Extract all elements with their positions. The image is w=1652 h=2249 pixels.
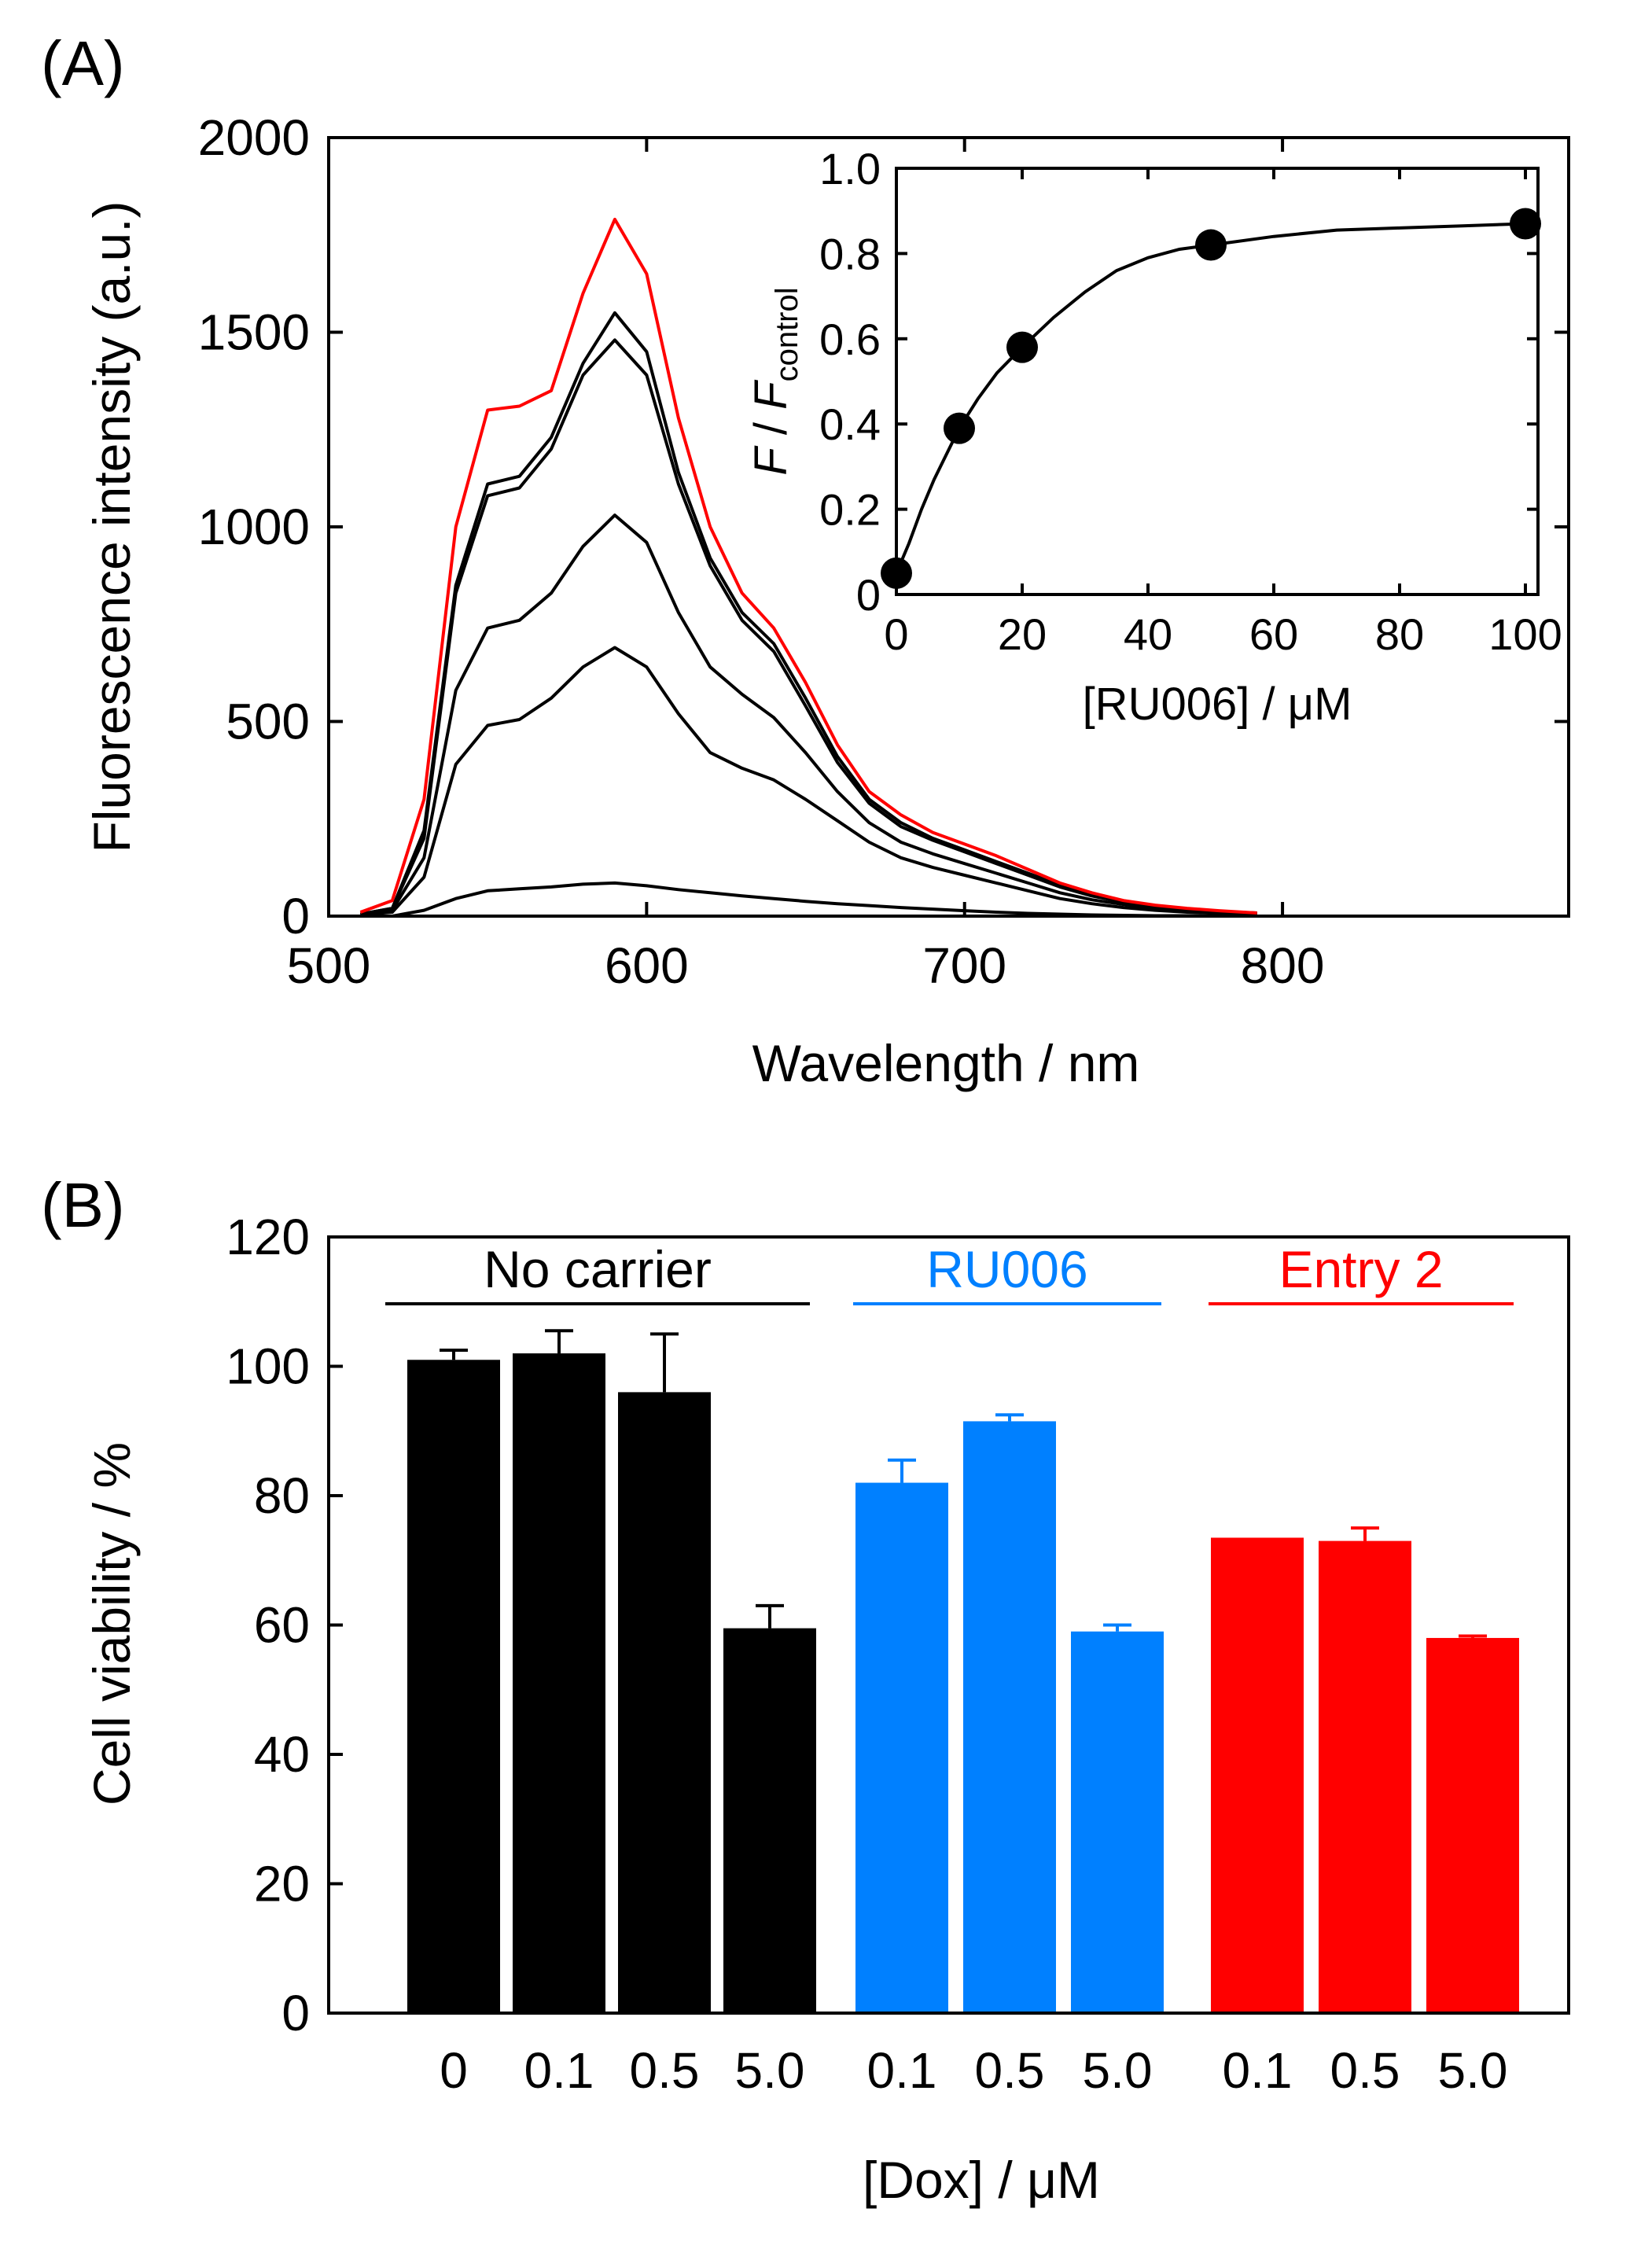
y-tick-label: 0 <box>281 888 310 944</box>
inset-x-axis-label: [RU006] / μM <box>1083 679 1352 730</box>
inset-data-point <box>881 557 912 589</box>
y-tick-label: 2000 <box>198 109 310 166</box>
inset-y-tick-label: 0.4 <box>819 399 881 449</box>
inset-y-tick-label: 0.6 <box>819 315 881 364</box>
inset-y-tick-label: 1.0 <box>819 144 881 193</box>
spectrum-control <box>359 217 1257 915</box>
spectrum-trace-5 <box>360 646 1257 917</box>
inset-y-tick-label: 0.8 <box>819 229 881 278</box>
x-tick-label: 800 <box>1241 937 1325 994</box>
bar <box>1319 1540 1411 2013</box>
bar <box>723 1628 816 2013</box>
inset-axes: 0 20 40 60 80 100 0 0.2 0.4 0.6 0.8 1.0 <box>819 144 1562 659</box>
y-tick-label: 100 <box>226 1338 310 1395</box>
group-label: No carrier <box>484 1240 712 1298</box>
y-tick-label: 20 <box>254 1856 310 1912</box>
inset-x-tick-label: 60 <box>1249 609 1298 659</box>
x-category-label: 0.1 <box>1223 2042 1293 2099</box>
group-label: Entry 2 <box>1279 1240 1443 1298</box>
panel-a-y-axis-label: Fluorescence intensity (a.u.) <box>83 201 141 852</box>
bar <box>1071 1631 1164 2013</box>
bar <box>618 1392 711 2013</box>
inset-x-tick-label: 100 <box>1488 609 1562 659</box>
inset-plot: 0 20 40 60 80 100 0 0.2 0.4 0.6 0.8 1.0 [RU006] / μ… <box>745 144 1562 730</box>
inset-x-tick-label: 0 <box>884 609 908 659</box>
inset-y-axis-label: F / Fcontrol <box>745 287 804 475</box>
x-category-label: 5.0 <box>735 2042 805 2099</box>
y-tick-label: 60 <box>254 1597 310 1654</box>
spectra-series-group <box>359 217 1257 918</box>
y-tick-label: 40 <box>254 1726 310 1783</box>
y-tick-label: 80 <box>254 1467 310 1524</box>
x-category-label: 5.0 <box>1438 2042 1508 2099</box>
spectrum-trace-4 <box>360 513 1257 917</box>
x-category-label: 5.0 <box>1083 2042 1153 2099</box>
inset-data-point <box>1510 208 1541 240</box>
inset-data-point <box>1006 331 1038 363</box>
bar <box>407 1360 500 2013</box>
y-tick-label: 1500 <box>198 304 310 361</box>
inset-marks <box>881 208 1541 589</box>
bar <box>963 1421 1056 2013</box>
bar <box>1426 1637 1519 2013</box>
y-tick-label: 120 <box>226 1209 310 1265</box>
x-category-label: 0.1 <box>867 2042 937 2099</box>
panel-a-x-axis-label: Wavelength / nm <box>752 1034 1140 1092</box>
panel-a-label: (A) <box>41 28 125 98</box>
y-tick-label: 1000 <box>198 499 310 555</box>
inset-x-tick-label: 80 <box>1375 609 1424 659</box>
panel-b-label: (B) <box>41 1170 125 1240</box>
inset-data-point <box>1195 229 1227 261</box>
inset-x-tick-label: 20 <box>998 609 1047 659</box>
x-category-label: 0.5 <box>975 2042 1045 2099</box>
x-category-label: 0.1 <box>524 2042 594 2099</box>
x-tick-label: 600 <box>605 937 689 994</box>
bar <box>855 1482 948 2013</box>
x-category-label: 0 <box>440 2042 468 2099</box>
panel-b-x-axis-label: [Dox] / μM <box>863 2151 1100 2209</box>
inset-x-tick-label: 40 <box>1124 609 1172 659</box>
y-tick-label: 0 <box>281 1985 310 2041</box>
inset-fit-curve <box>895 222 1526 574</box>
x-tick-label: 700 <box>922 937 1006 994</box>
inset-data-point <box>944 412 975 444</box>
panel-b-y-axis-label: Cell viability / % <box>83 1442 141 1805</box>
x-category-label: 0.5 <box>1330 2042 1400 2099</box>
bar-group-no-carrier: 0 0.1 0.5 5.0 No carrier <box>385 1240 816 2099</box>
x-tick-label: 500 <box>287 937 371 994</box>
inset-y-tick-label: 0.2 <box>819 485 881 535</box>
bar <box>513 1353 605 2013</box>
bar-group-entry-2: 0.1 0.5 5.0 Entry 2 <box>1209 1240 1519 2099</box>
inset-y-tick-label: 0 <box>856 570 881 620</box>
panel-b-axes: 0 20 40 60 80 100 120 <box>226 1209 343 2041</box>
bar-series-group: 0 0.1 0.5 5.0 No carrier 0.1 0.5 5.0 RU006 0.1 0.5… <box>385 1240 1519 2099</box>
bar-group-ru006: 0.1 0.5 5.0 RU006 <box>853 1240 1164 2099</box>
group-label: RU006 <box>926 1240 1087 1298</box>
bar <box>1211 1537 1304 2013</box>
x-category-label: 0.5 <box>630 2042 700 2099</box>
y-tick-label: 500 <box>226 694 310 750</box>
